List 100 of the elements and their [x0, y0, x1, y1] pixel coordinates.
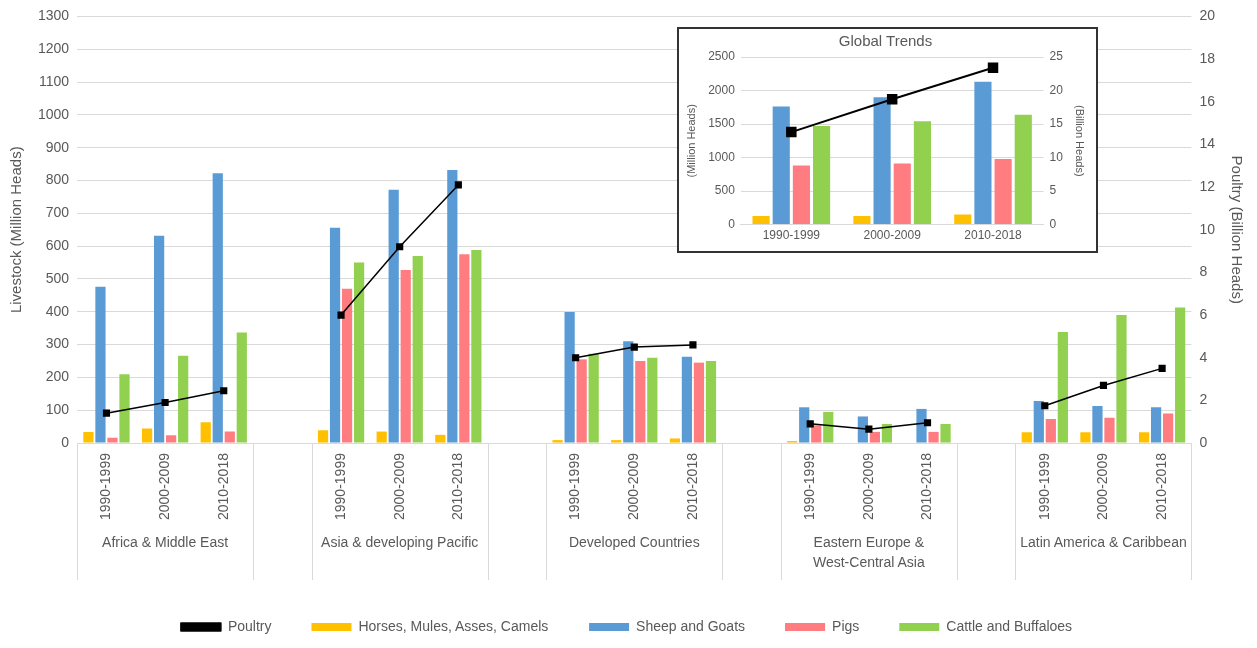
- point: [1158, 364, 1166, 372]
- bar: [1080, 432, 1091, 443]
- point: [1099, 381, 1108, 390]
- point: [572, 354, 580, 362]
- bar: [853, 215, 871, 225]
- y-tick-label: 900: [45, 138, 70, 155]
- legend-label: Horses, Mules, Asses, Camels: [358, 617, 549, 634]
- y-tick-label: 600: [45, 236, 70, 253]
- y2-tick-label: 15: [1049, 116, 1064, 131]
- bar: [200, 422, 211, 443]
- bar: [772, 106, 790, 225]
- y2-tick-label: 2: [1199, 391, 1208, 408]
- bar: [799, 407, 810, 443]
- bar: [954, 214, 972, 225]
- y-axis-title: Livestock (Million Heads): [7, 146, 25, 314]
- y2-tick-label: 5: [1049, 183, 1057, 198]
- point: [1041, 402, 1049, 410]
- y2-tick-label: 16: [1199, 92, 1216, 109]
- x-tick-label: 2000-2009: [863, 228, 922, 243]
- x-tick-label: 2010-2018: [683, 452, 700, 520]
- bar: [388, 189, 399, 443]
- bar: [813, 126, 831, 225]
- x-tick-label: 2010-2018: [918, 452, 935, 520]
- bar: [752, 215, 770, 225]
- bar: [811, 425, 822, 443]
- y-tick-label: 500: [45, 269, 70, 286]
- point: [806, 420, 814, 428]
- text: Developed Countries: [568, 533, 700, 550]
- text: Africa & Middle East: [102, 533, 229, 550]
- bar: [916, 408, 927, 443]
- bar: [412, 255, 423, 443]
- legend-label: Cattle and Buffaloes: [946, 617, 1073, 634]
- point: [786, 126, 797, 138]
- bar: [669, 438, 681, 443]
- y2-tick-label: 4: [1199, 348, 1208, 365]
- bar: [317, 430, 329, 443]
- x-tick-label: 2000-2009: [859, 452, 876, 520]
- point: [689, 341, 697, 349]
- x-tick-label: 2000-2009: [1094, 452, 1111, 520]
- text: Asia & developing Pacific: [321, 533, 479, 550]
- y-tick-label: 0: [728, 216, 736, 231]
- x-tick-label: 1990-1999: [801, 452, 818, 520]
- x-tick-label: 2000-2009: [390, 452, 407, 520]
- legend-label: Sheep and Goats: [636, 617, 746, 634]
- text: Eastern Europe & West-Central Asia: [812, 533, 925, 570]
- bar: [693, 362, 705, 443]
- y-tick-label: 100: [45, 401, 70, 418]
- bar: [588, 353, 599, 443]
- bar: [141, 428, 153, 443]
- y-tick-label: 1200: [37, 40, 70, 57]
- bar: [329, 227, 341, 443]
- y2-axis-title: Poultry (Billion Heads): [1228, 155, 1246, 304]
- y-tick-label: 1100: [39, 72, 70, 89]
- bar: [1021, 432, 1032, 443]
- y-tick-label: 300: [45, 335, 70, 352]
- point: [102, 409, 111, 417]
- bar: [873, 97, 891, 225]
- bar: [153, 235, 165, 443]
- y-tick-label: 800: [45, 171, 70, 188]
- y2-tick-label: 18: [1199, 49, 1216, 66]
- x-tick-label: 1990-1999: [566, 452, 583, 520]
- y-tick-label: 0: [61, 433, 70, 450]
- bar: [1150, 407, 1162, 443]
- y2-tick-label: 14: [1199, 135, 1216, 152]
- point: [923, 419, 932, 427]
- y-tick-label: 200: [45, 368, 70, 385]
- bar: [459, 254, 470, 443]
- bar: [869, 431, 880, 443]
- x-tick-label: 2000-2009: [625, 452, 642, 520]
- bar: [236, 332, 247, 443]
- bar: [1104, 417, 1115, 443]
- bar: [178, 355, 189, 443]
- bar: [435, 434, 446, 443]
- x-tick-label: 2000-2009: [155, 452, 172, 520]
- bar: [224, 431, 235, 443]
- x-tick-label: 1990-1999: [762, 228, 821, 243]
- bar: [576, 359, 587, 443]
- x-tick-label: 2010-2018: [1152, 452, 1169, 520]
- point: [220, 387, 228, 395]
- bar: [635, 361, 646, 443]
- bar: [341, 288, 353, 443]
- point: [454, 181, 462, 189]
- legend-label: Poultry: [227, 617, 272, 634]
- bar: [1014, 114, 1032, 225]
- bar: [1116, 315, 1127, 443]
- bar: [1138, 432, 1150, 443]
- y2-tick-label: 0: [1049, 216, 1057, 231]
- point: [396, 243, 404, 251]
- bar: [1092, 405, 1103, 443]
- bar: [1033, 401, 1044, 443]
- y-tick-label: 1000: [708, 149, 736, 164]
- bar: [994, 158, 1012, 225]
- bar: [212, 173, 223, 443]
- bar: [107, 437, 118, 443]
- bar: [95, 286, 106, 443]
- bar: [119, 374, 130, 443]
- bar: [166, 435, 177, 443]
- text: Latin America & Caribbean: [1020, 533, 1187, 550]
- point: [161, 398, 169, 407]
- bar: [647, 357, 658, 443]
